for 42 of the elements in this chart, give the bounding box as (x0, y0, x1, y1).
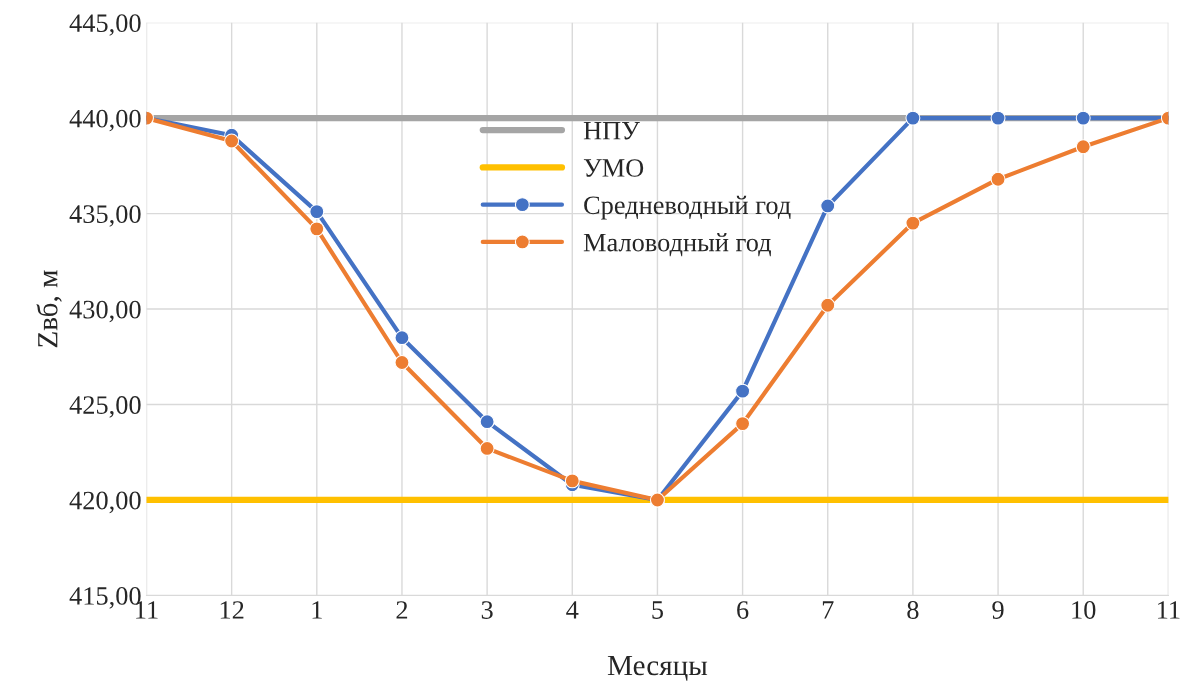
point (224, 133, 240, 149)
x-tick-label: 8 (907, 601, 919, 619)
x-tick-label: 1 (312, 601, 322, 619)
x-tick-label: 9 (992, 601, 1004, 619)
point (990, 171, 1006, 187)
x-tick-label: 11 (1157, 601, 1180, 619)
x-tick-label: 2 (396, 601, 408, 619)
point (394, 355, 410, 370)
point (394, 330, 410, 346)
legend-label: Средневодный год (584, 195, 791, 220)
y-tick-label: 435,00 (69, 205, 141, 227)
point (905, 215, 921, 231)
x-axis-title: Месяцы (607, 655, 708, 681)
point (905, 110, 921, 126)
x-tick-label: 10 (1072, 601, 1096, 619)
x-tick-label: 3 (481, 601, 493, 619)
point (479, 414, 495, 430)
x-tick-label: 5 (652, 601, 663, 619)
y-axis-title: Zвб, м (36, 270, 62, 348)
point (735, 416, 751, 432)
point (479, 440, 495, 456)
y-tick-label: 420,00 (69, 491, 141, 514)
point (1075, 110, 1091, 126)
point (309, 221, 325, 237)
point (820, 198, 836, 214)
point (309, 204, 325, 220)
legend-label: Маловодный год (583, 233, 771, 257)
x-tick-label: 4 (566, 601, 579, 619)
point (735, 383, 751, 399)
legend-label: НПУ (583, 122, 640, 140)
x-tick-label: 12 (220, 601, 244, 619)
point (820, 297, 836, 313)
y-tick-label: 425,00 (69, 396, 141, 418)
point (1075, 139, 1091, 155)
x-tick-label: 7 (822, 601, 834, 619)
legend-label: УМО (583, 159, 644, 177)
point (564, 473, 580, 489)
y-tick-label: 430,00 (69, 300, 141, 323)
y-tick-label: 440,00 (69, 109, 141, 132)
y-tick-label: 445,00 (69, 14, 141, 36)
x-tick-label: 6 (737, 601, 749, 619)
point (990, 110, 1006, 126)
